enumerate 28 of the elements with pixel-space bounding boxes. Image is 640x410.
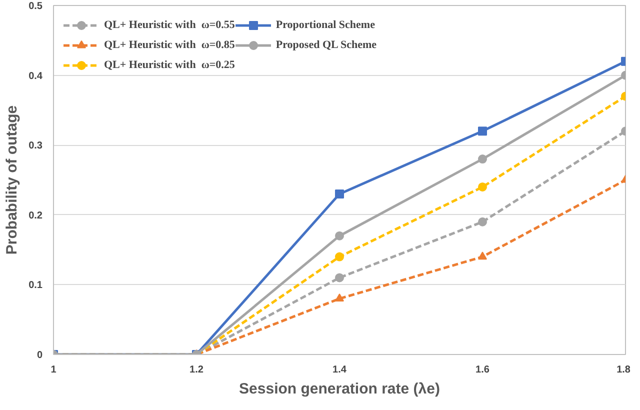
point — [478, 126, 487, 136]
point — [335, 273, 344, 282]
point — [335, 189, 344, 198]
y-tick-label: 0 — [36, 350, 43, 361]
legend-label: Proposed QL Scheme — [276, 39, 377, 51]
point — [478, 182, 487, 192]
point — [478, 252, 487, 260]
x-axis-title: Session generation rate (λe) — [239, 380, 440, 398]
point — [478, 154, 487, 164]
x-tick-label: 1 — [50, 364, 57, 376]
x-tick-label: 1.2 — [190, 364, 204, 376]
legend-label: QL+ Heuristic with ω=0.25 — [104, 59, 235, 71]
y-tick-label: 0.3 — [28, 140, 43, 152]
y-tick-label: 0.4 — [28, 70, 43, 82]
y-tick-label: 0.5 — [28, 1, 43, 12]
y-axis-title: Probability of outage — [4, 105, 21, 255]
point — [335, 252, 344, 262]
x-tick-label: 1.8 — [616, 364, 631, 376]
x-tick-label: 1.6 — [476, 364, 490, 376]
point — [478, 217, 487, 226]
legend-label: QL+ Heuristic with ω=0.55 — [104, 19, 235, 31]
legend-label: QL+ Heuristic with ω=0.85 — [104, 39, 235, 51]
y-tick-label: 0.2 — [28, 210, 43, 222]
y-tick-label: 0.1 — [28, 280, 43, 292]
x-tick-label: 1.4 — [332, 364, 347, 376]
point — [335, 294, 344, 302]
point — [335, 231, 344, 240]
legend-label: Proportional Scheme — [276, 19, 375, 31]
